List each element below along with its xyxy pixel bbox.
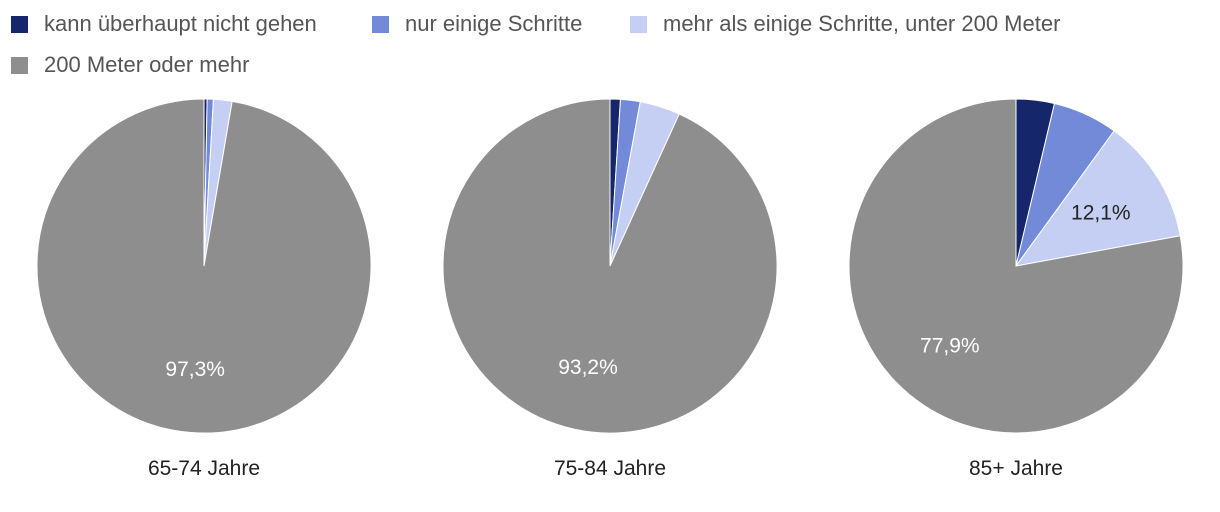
slice-label: 77,9% [920, 335, 980, 358]
pie-chart: 97,3% 65-74 Jahre [36, 98, 372, 480]
legend-item: nur einige Schritte [372, 11, 582, 37]
pie-slice [1014, 130, 1181, 267]
legend-swatch [372, 15, 389, 33]
legend-label: kann überhaupt nicht gehen [44, 11, 317, 36]
slice-label: 97,3% [165, 358, 225, 381]
legend-swatch [11, 15, 28, 33]
legend-label: mehr als einige Schritte, unter 200 Mete… [663, 11, 1061, 36]
legend-item: 200 Meter oder mehr [11, 52, 249, 78]
legend-item: kann überhaupt nicht gehen [11, 11, 317, 37]
pie-category-label: 75-84 Jahre [554, 457, 666, 480]
slice-label: 12,1% [1071, 202, 1131, 225]
legend-label: nur einige Schritte [405, 11, 583, 36]
pie-category-label: 65-74 Jahre [148, 457, 260, 480]
legend-swatch [630, 15, 647, 33]
pie-slice [442, 98, 778, 434]
legend-label: 200 Meter oder mehr [44, 52, 250, 77]
pie-chart: 12,1% 77,9% 85+ Jahre [848, 98, 1184, 480]
pie-slice [36, 98, 372, 434]
pie-category-label: 85+ Jahre [969, 457, 1063, 480]
slice-label: 93,2% [558, 356, 618, 379]
pie-slice [848, 98, 1184, 434]
legend-swatch [11, 56, 28, 74]
legend-item: mehr als einige Schritte, unter 200 Mete… [630, 11, 1060, 37]
pie-chart: 93,2% 75-84 Jahre [442, 98, 778, 480]
